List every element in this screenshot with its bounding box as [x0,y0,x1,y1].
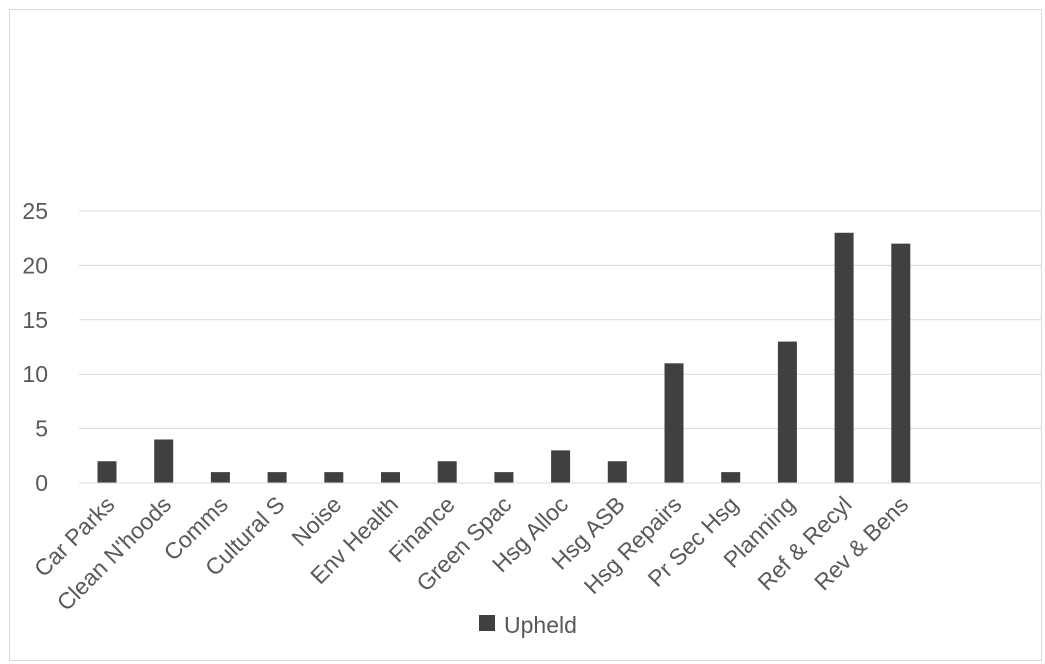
bar [494,472,514,483]
legend-swatch [479,615,495,631]
bar [324,472,344,483]
chart-area [9,9,1042,661]
bar [721,472,741,483]
y-tick-label: 10 [22,361,48,387]
y-tick-label: 0 [35,470,48,496]
bar [551,450,571,483]
bar [210,472,230,483]
y-tick-label: 15 [22,307,48,333]
bar [834,232,854,483]
legend-label: Upheld [504,612,577,638]
bar [891,243,911,483]
y-tick-label: 25 [22,198,48,224]
y-tick-label: 20 [22,252,48,278]
bar [154,439,174,483]
legend: Upheld [479,612,577,638]
y-tick-label: 5 [35,416,48,442]
bar [664,363,684,483]
gridlines [79,210,1042,430]
bar [607,461,627,483]
bar [97,461,117,483]
y-axis-tick-labels: 0 5 10 15 20 25 [22,198,48,496]
bar [267,472,287,483]
bar [381,472,400,483]
bar [437,461,457,483]
bar [777,341,797,483]
bars [97,232,911,483]
